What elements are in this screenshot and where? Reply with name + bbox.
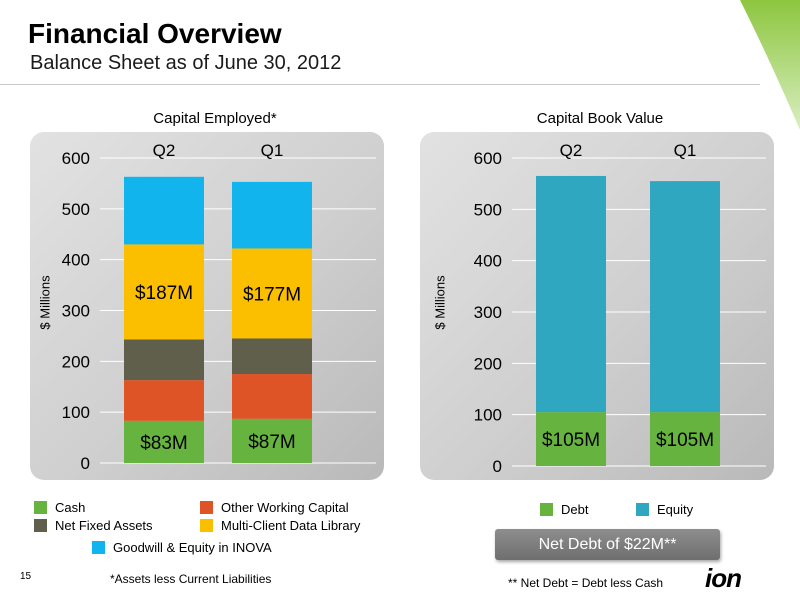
chart1-category-q2: Q2 — [153, 141, 176, 160]
chart2-ytick-600: 600 — [474, 149, 502, 168]
chart2-ytick-300: 300 — [474, 303, 502, 322]
footnote-net-debt: ** Net Debt = Debt less Cash — [508, 576, 664, 590]
legend-label-multi-client-data-library: Multi-Client Data Library — [221, 518, 361, 533]
chart1-bar-q1-cash — [232, 418, 312, 463]
chart2-category-q1: Q1 — [674, 141, 697, 160]
legend-label-equity: Equity — [657, 502, 694, 517]
chart1-bar-q1-goodwill-equity-in-inova — [232, 181, 312, 249]
chart1-data-label-q2-multi-client-data-library: $187M — [135, 283, 193, 304]
chart1-ytick-200: 200 — [62, 352, 90, 371]
legend-swatch-debt — [540, 503, 553, 516]
chart1-ytick-600: 600 — [62, 149, 90, 168]
chart1-bar-q1-other-working-capital — [232, 374, 312, 419]
corner-accent-band — [740, 0, 800, 130]
legend-item-debt: Debt — [540, 502, 588, 517]
chart1-bar-q1-net-fixed-assets — [232, 338, 312, 375]
chart1-bar-q1-multi-client-data-library — [232, 248, 312, 339]
legend-swatch-goodwill-equity-inova — [92, 541, 105, 554]
chart2-ytick-400: 400 — [474, 252, 502, 271]
slide-subtitle: Balance Sheet as of June 30, 2012 — [30, 52, 342, 74]
ion-logo: ion — [705, 563, 742, 593]
chart2-bar-q1-debt — [650, 412, 720, 466]
legend-item-multi-client-data-library: Multi-Client Data Library — [200, 518, 360, 533]
legend-item-other-working-capital: Other Working Capital — [200, 500, 349, 515]
chart1-category-q1: Q1 — [261, 141, 284, 160]
legend-label-goodwill-equity-inova: Goodwill & Equity in INOVA — [113, 540, 272, 555]
chart1-data-label-q2-cash: $83M — [140, 433, 188, 454]
legend-item-goodwill-equity-inova: Goodwill & Equity in INOVA — [92, 540, 272, 555]
chart2-data-label-q2-debt: $105M — [542, 430, 600, 451]
legend-swatch-other-working-capital — [200, 501, 213, 514]
chart2-bar-q2-equity — [536, 175, 606, 413]
legend-item-cash: Cash — [34, 500, 85, 515]
chart1-bar-q2-other-working-capital — [124, 380, 204, 421]
chart1-bar-q2-cash — [124, 420, 204, 463]
page-number: 15 — [20, 571, 32, 582]
chart1-ytick-500: 500 — [62, 200, 90, 219]
chart1-ytick-300: 300 — [62, 302, 90, 321]
chart2-category-q2: Q2 — [560, 141, 583, 160]
chart2-ytick-100: 100 — [474, 406, 502, 425]
legend-label-other-working-capital: Other Working Capital — [221, 500, 349, 515]
chart1-bar-q2-goodwill-equity-in-inova — [124, 176, 204, 245]
legend-label-net-fixed-assets: Net Fixed Assets — [55, 518, 153, 533]
chart1-panel — [30, 132, 384, 480]
chart2-data-label-q1-debt: $105M — [656, 430, 714, 451]
legend-swatch-net-fixed-assets — [34, 519, 47, 532]
legend-label-cash: Cash — [55, 500, 86, 515]
chart2-bar-q1-equity — [650, 181, 720, 413]
net-debt-callout: Net Debt of $22M** — [495, 529, 720, 560]
legend-item-net-fixed-assets: Net Fixed Assets — [34, 518, 153, 533]
chart1-bar-q2-multi-client-data-library — [124, 244, 204, 340]
chart1-title: Capital Employed* — [153, 110, 277, 127]
legend-swatch-equity — [636, 503, 649, 516]
legend-label-debt: Debt — [561, 502, 589, 517]
chart2-bar-q2-debt — [536, 412, 606, 466]
chart1-data-label-q1-cash: $87M — [248, 432, 296, 453]
slide-title: Financial Overview — [28, 18, 282, 49]
chart1-ytick-0: 0 — [81, 454, 90, 473]
legend-item-equity: Equity — [636, 502, 693, 517]
legend-swatch-cash — [34, 501, 47, 514]
title-divider — [0, 84, 760, 85]
chart1-data-label-q1-multi-client-data-library: $177M — [243, 284, 301, 305]
chart1-ytick-100: 100 — [62, 403, 90, 422]
chart2-title: Capital Book Value — [536, 110, 664, 127]
chart1-bar-q2-net-fixed-assets — [124, 339, 204, 381]
chart1-ytick-400: 400 — [62, 251, 90, 270]
legend-swatch-multi-client-data-library — [200, 519, 213, 532]
chart2-ytick-0: 0 — [493, 457, 502, 476]
chart2-ytick-500: 500 — [474, 200, 502, 219]
chart2-ytick-200: 200 — [474, 354, 502, 373]
footnote-assets: *Assets less Current Liabilities — [110, 572, 272, 586]
